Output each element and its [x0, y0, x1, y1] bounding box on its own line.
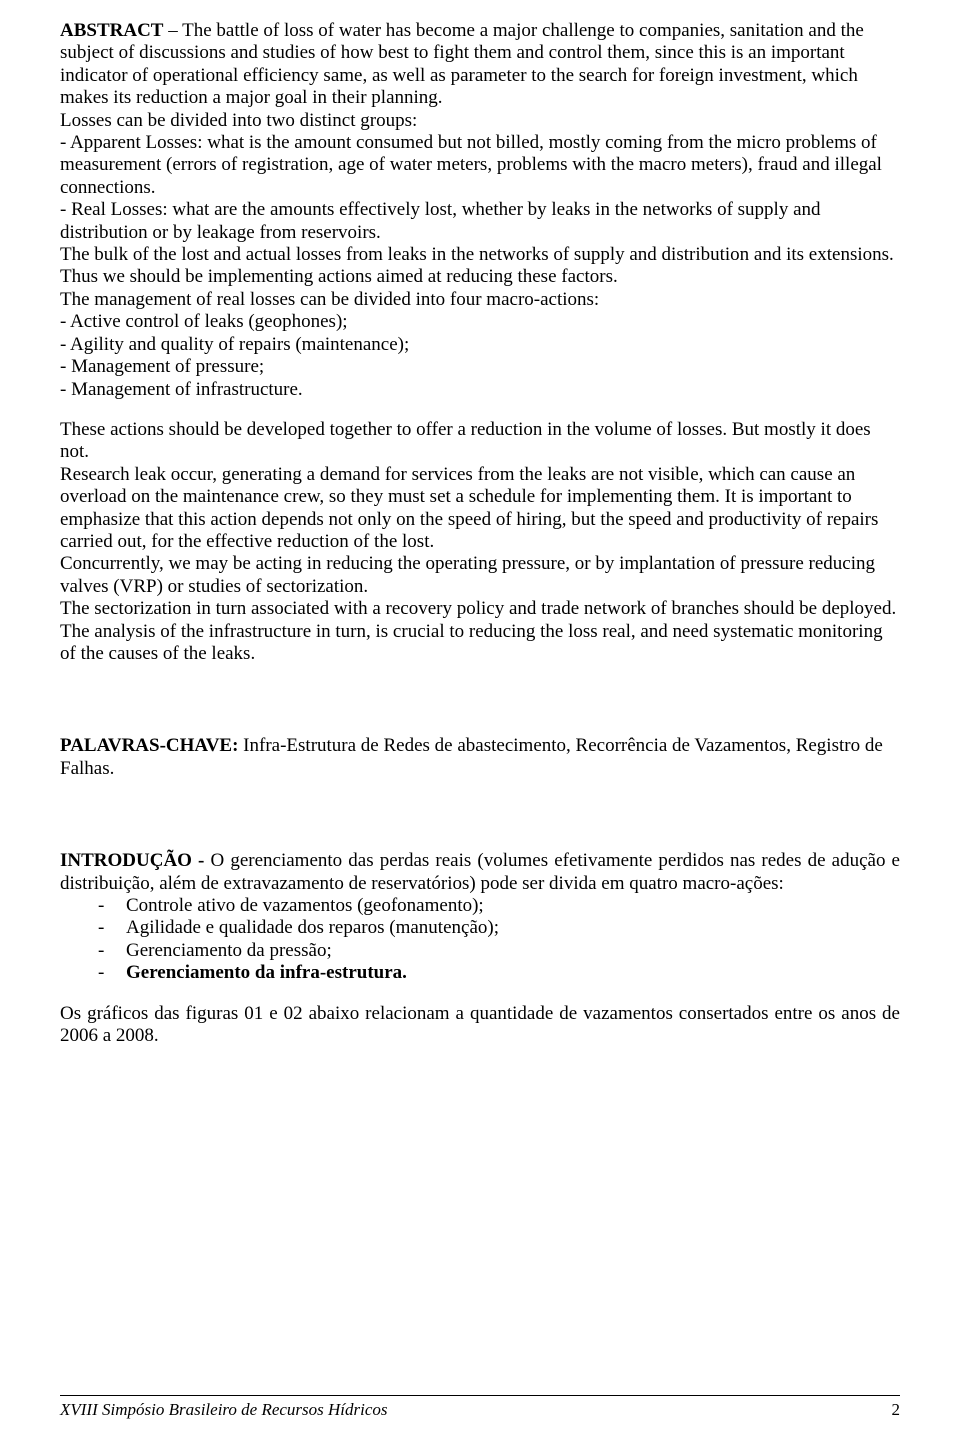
actions-line: These actions should be developed togeth…: [60, 419, 900, 464]
abstract-paragraph: ABSTRACT – The battle of loss of water h…: [60, 20, 900, 110]
document-page: ABSTRACT – The battle of loss of water h…: [0, 0, 960, 1444]
footer-title: XVIII Simpósio Brasileiro de Recursos Hí…: [60, 1400, 388, 1420]
list-text: Gerenciamento da infra-estrutura.: [126, 962, 900, 984]
spacer: [60, 780, 900, 850]
real-losses: - Real Losses: what are the amounts effe…: [60, 199, 900, 244]
mgmt-item: - Management of infrastructure.: [60, 379, 900, 401]
thus-line: Thus we should be implementing actions a…: [60, 266, 900, 288]
mgmt-item: - Agility and quality of repairs (mainte…: [60, 334, 900, 356]
page-number: 2: [892, 1400, 901, 1420]
spacer: [60, 401, 900, 419]
dash-icon: -: [98, 940, 126, 962]
footer-rule: [60, 1395, 900, 1396]
introducao-paragraph: INTRODUÇÃO - O gerenciamento das perdas …: [60, 850, 900, 895]
bulk-line: The bulk of the lost and actual losses f…: [60, 244, 900, 266]
list-item: - Gerenciamento da pressão;: [60, 940, 900, 962]
list-text: Controle ativo de vazamentos (geofonamen…: [126, 895, 900, 917]
list-item: - Gerenciamento da infra-estrutura.: [60, 962, 900, 984]
abstract-label: ABSTRACT: [60, 20, 163, 41]
mgmt-item: - Active control of leaks (geophones);: [60, 311, 900, 333]
sector-line: The sectorization in turn associated wit…: [60, 598, 900, 620]
list-text: Agilidade e qualidade dos reparos (manut…: [126, 917, 900, 939]
dash-icon: -: [98, 962, 126, 984]
analysis-line: The analysis of the infrastructure in tu…: [60, 621, 900, 666]
list-text: Gerenciamento da pressão;: [126, 940, 900, 962]
dash-icon: -: [98, 917, 126, 939]
list-item: - Controle ativo de vazamentos (geofonam…: [60, 895, 900, 917]
palavras-chave: PALAVRAS-CHAVE: Infra-Estrutura de Redes…: [60, 735, 900, 780]
mgmt-item: - Management of pressure;: [60, 356, 900, 378]
research-line: Research leak occur, generating a demand…: [60, 464, 900, 554]
list-item: - Agilidade e qualidade dos reparos (man…: [60, 917, 900, 939]
abstract-body: – The battle of loss of water has become…: [60, 20, 864, 108]
losses-intro: Losses can be divided into two distinct …: [60, 110, 900, 132]
footer-row: XVIII Simpósio Brasileiro de Recursos Hí…: [60, 1400, 900, 1420]
charts-line: Os gráficos das figuras 01 e 02 abaixo r…: [60, 1003, 900, 1048]
introducao-label: INTRODUÇÃO -: [60, 850, 211, 871]
spacer: [60, 665, 900, 735]
mgmt-intro: The management of real losses can be div…: [60, 289, 900, 311]
apparent-losses: - Apparent Losses: what is the amount co…: [60, 132, 900, 199]
spacer: [60, 985, 900, 1003]
palavras-label: PALAVRAS-CHAVE:: [60, 735, 238, 756]
concurrently-line: Concurrently, we may be acting in reduci…: [60, 553, 900, 598]
page-footer: XVIII Simpósio Brasileiro de Recursos Hí…: [60, 1395, 900, 1420]
introducao-list: - Controle ativo de vazamentos (geofonam…: [60, 895, 900, 985]
dash-icon: -: [98, 895, 126, 917]
